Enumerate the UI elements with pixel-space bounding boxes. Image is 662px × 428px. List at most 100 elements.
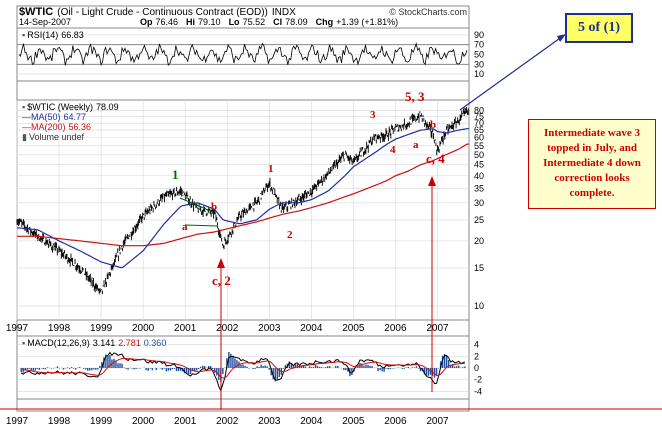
note-line-3: Intermediate 4 down [543,157,641,169]
price-tick-label: 60 [474,133,484,143]
cl-value: 78.09 [285,17,308,27]
lo-value: 75.52 [243,17,266,27]
date-label: 14-Sep-2007 [19,17,71,27]
ma50-legend-label: MA(50) [31,112,61,122]
price-bars [16,107,469,295]
year-label: 2003 [258,323,281,334]
price-tick-label: 30 [474,198,484,208]
year-label: 2001 [174,323,197,334]
wave-53-label: 5, 3 [405,89,425,104]
price-tick-label: 80 [474,106,484,116]
price-tick-label: 70 [474,118,484,128]
price-tick-label: 20 [474,236,484,246]
year-label: 1997 [6,323,29,334]
macd-label: MACD(12,26,9) [27,338,90,348]
ma50-line [16,128,469,269]
wave-c4-label: c, 4 [426,151,445,166]
rsi-tick-label: 30 [474,59,484,69]
year-label: 2007 [426,323,449,334]
wave-count-callout: 5 of (1) [565,13,633,43]
macd-value: 3.141 [93,338,116,348]
year-label: 2006 [384,416,407,427]
wave-1-intermediate: 1 [268,163,274,175]
macd-tick-label: -2 [474,375,482,385]
wave-3-intermediate: 3 [370,109,376,121]
wave-a-primary: a [182,221,188,233]
callout-connector [459,35,564,111]
wave-b-primary: b [211,201,217,213]
macd-tick-label: 2 [474,351,479,361]
year-label: 2004 [300,323,323,334]
svg-text:$WTIC(Oil - Light Crude - Cont: $WTIC (Oil - Light Crude - Continuous Con… [19,6,296,18]
price-tick-label: 25 [474,215,484,225]
price-tick-label: 45 [474,160,484,170]
year-label: 2002 [216,416,239,427]
note-line-5: complete. [569,187,615,199]
macd-tick-label: 0 [474,363,479,373]
year-label: 2005 [342,416,365,427]
macd-line [20,351,466,393]
chg-value: +1.39 (+1.81%) [336,17,398,27]
hi-value: 79.10 [198,17,221,27]
svg-text:—MA(200)56.36: —MA(200) 56.36 [22,122,91,132]
svg-text:▮Volume undef: ▮ Volume undef [22,132,84,142]
lo-label: Lo [229,17,240,27]
rsi-line [18,42,468,67]
volume-legend-label: Volume undef [29,132,85,142]
year-label: 1998 [48,323,71,334]
price-tick-label: 75 [474,112,484,122]
wave-b-minor: b [430,119,436,131]
rsi-tick-label: 10 [474,69,484,79]
macd-tick-label: 4 [474,340,479,350]
year-label: 1998 [48,416,71,427]
price-tick-label: 40 [474,171,484,181]
year-label: 2006 [384,323,407,334]
symbol-title: $WTIC [19,6,53,18]
price-legend-label: $WTIC (Weekly) [27,102,93,112]
year-label: 1999 [90,416,113,427]
year-label: 2007 [426,416,449,427]
price-tick-label: 50 [474,150,484,160]
price-tick-label: 10 [474,301,484,311]
svg-text:▪$WTIC (Weekly)78.09: ▪ $WTIC (Weekly) 78.09 [22,102,119,112]
year-label: 2000 [132,416,155,427]
symbol-description: (Oil - Light Crude - Continuous Contract… [57,7,268,18]
year-label: 2005 [342,323,365,334]
commentary-note: Intermediate wave 3 topped in July, and … [528,119,656,209]
svg-text:—MA(50)64.77: —MA(50) 64.77 [22,112,86,122]
macd-panel: 42 0 -2-4 ▪ MACD(12,26,9) 3.141 2.781 0.360 [16,335,482,400]
ma50-legend-value: 64.77 [64,112,87,122]
wave-a-minor: a [413,139,419,151]
year-label: 1997 [6,416,29,427]
wave-annotations: 1 a b c, 2 1 2 3 4 5, 3 a b c, 4 [172,34,566,410]
hist-value: 0.360 [144,338,167,348]
note-line-1: Intermediate wave 3 [544,127,640,139]
x-axis-bottom: 1997 1998 1999 2000 2001 2002 2003 2004 2005 2006… [6,416,449,427]
brand-label: © StockCharts.com [389,7,467,17]
signal-line [21,357,465,379]
price-legend-value: 78.09 [96,102,119,112]
wave-1-primary: 1 [172,167,179,182]
year-label: 2004 [300,416,323,427]
note-line-4: correction looks [554,172,630,184]
year-label: 1999 [90,323,113,334]
trendline-ab-lower [184,224,219,227]
rsi-tick-label: 50 [474,50,484,60]
exchange-label: INDX [272,7,296,18]
wave-count-text: 5 of (1) [578,20,620,35]
signal-value: 2.781 [118,338,141,348]
op-value: 76.46 [156,17,179,27]
year-label: 2003 [258,416,281,427]
wave-4-intermediate: 4 [390,144,396,156]
price-tick-label: 35 [474,183,484,193]
price-tick-label: 65 [474,125,484,135]
ma200-legend-label: MA(200) [31,122,66,132]
rsi-value: 66.83 [61,30,84,40]
x-axis-top: 1997 1998 1999 2000 2001 2002 2003 2004 2005 2006… [6,323,449,334]
cl-label: Cl [273,17,282,27]
op-label: Op [140,17,153,27]
price-tick-label: 15 [474,263,484,273]
